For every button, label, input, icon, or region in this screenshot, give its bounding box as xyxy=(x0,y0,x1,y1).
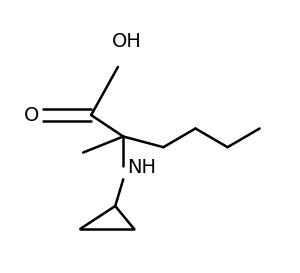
Text: OH: OH xyxy=(112,32,142,51)
Text: O: O xyxy=(24,106,39,124)
Text: NH: NH xyxy=(127,158,156,177)
